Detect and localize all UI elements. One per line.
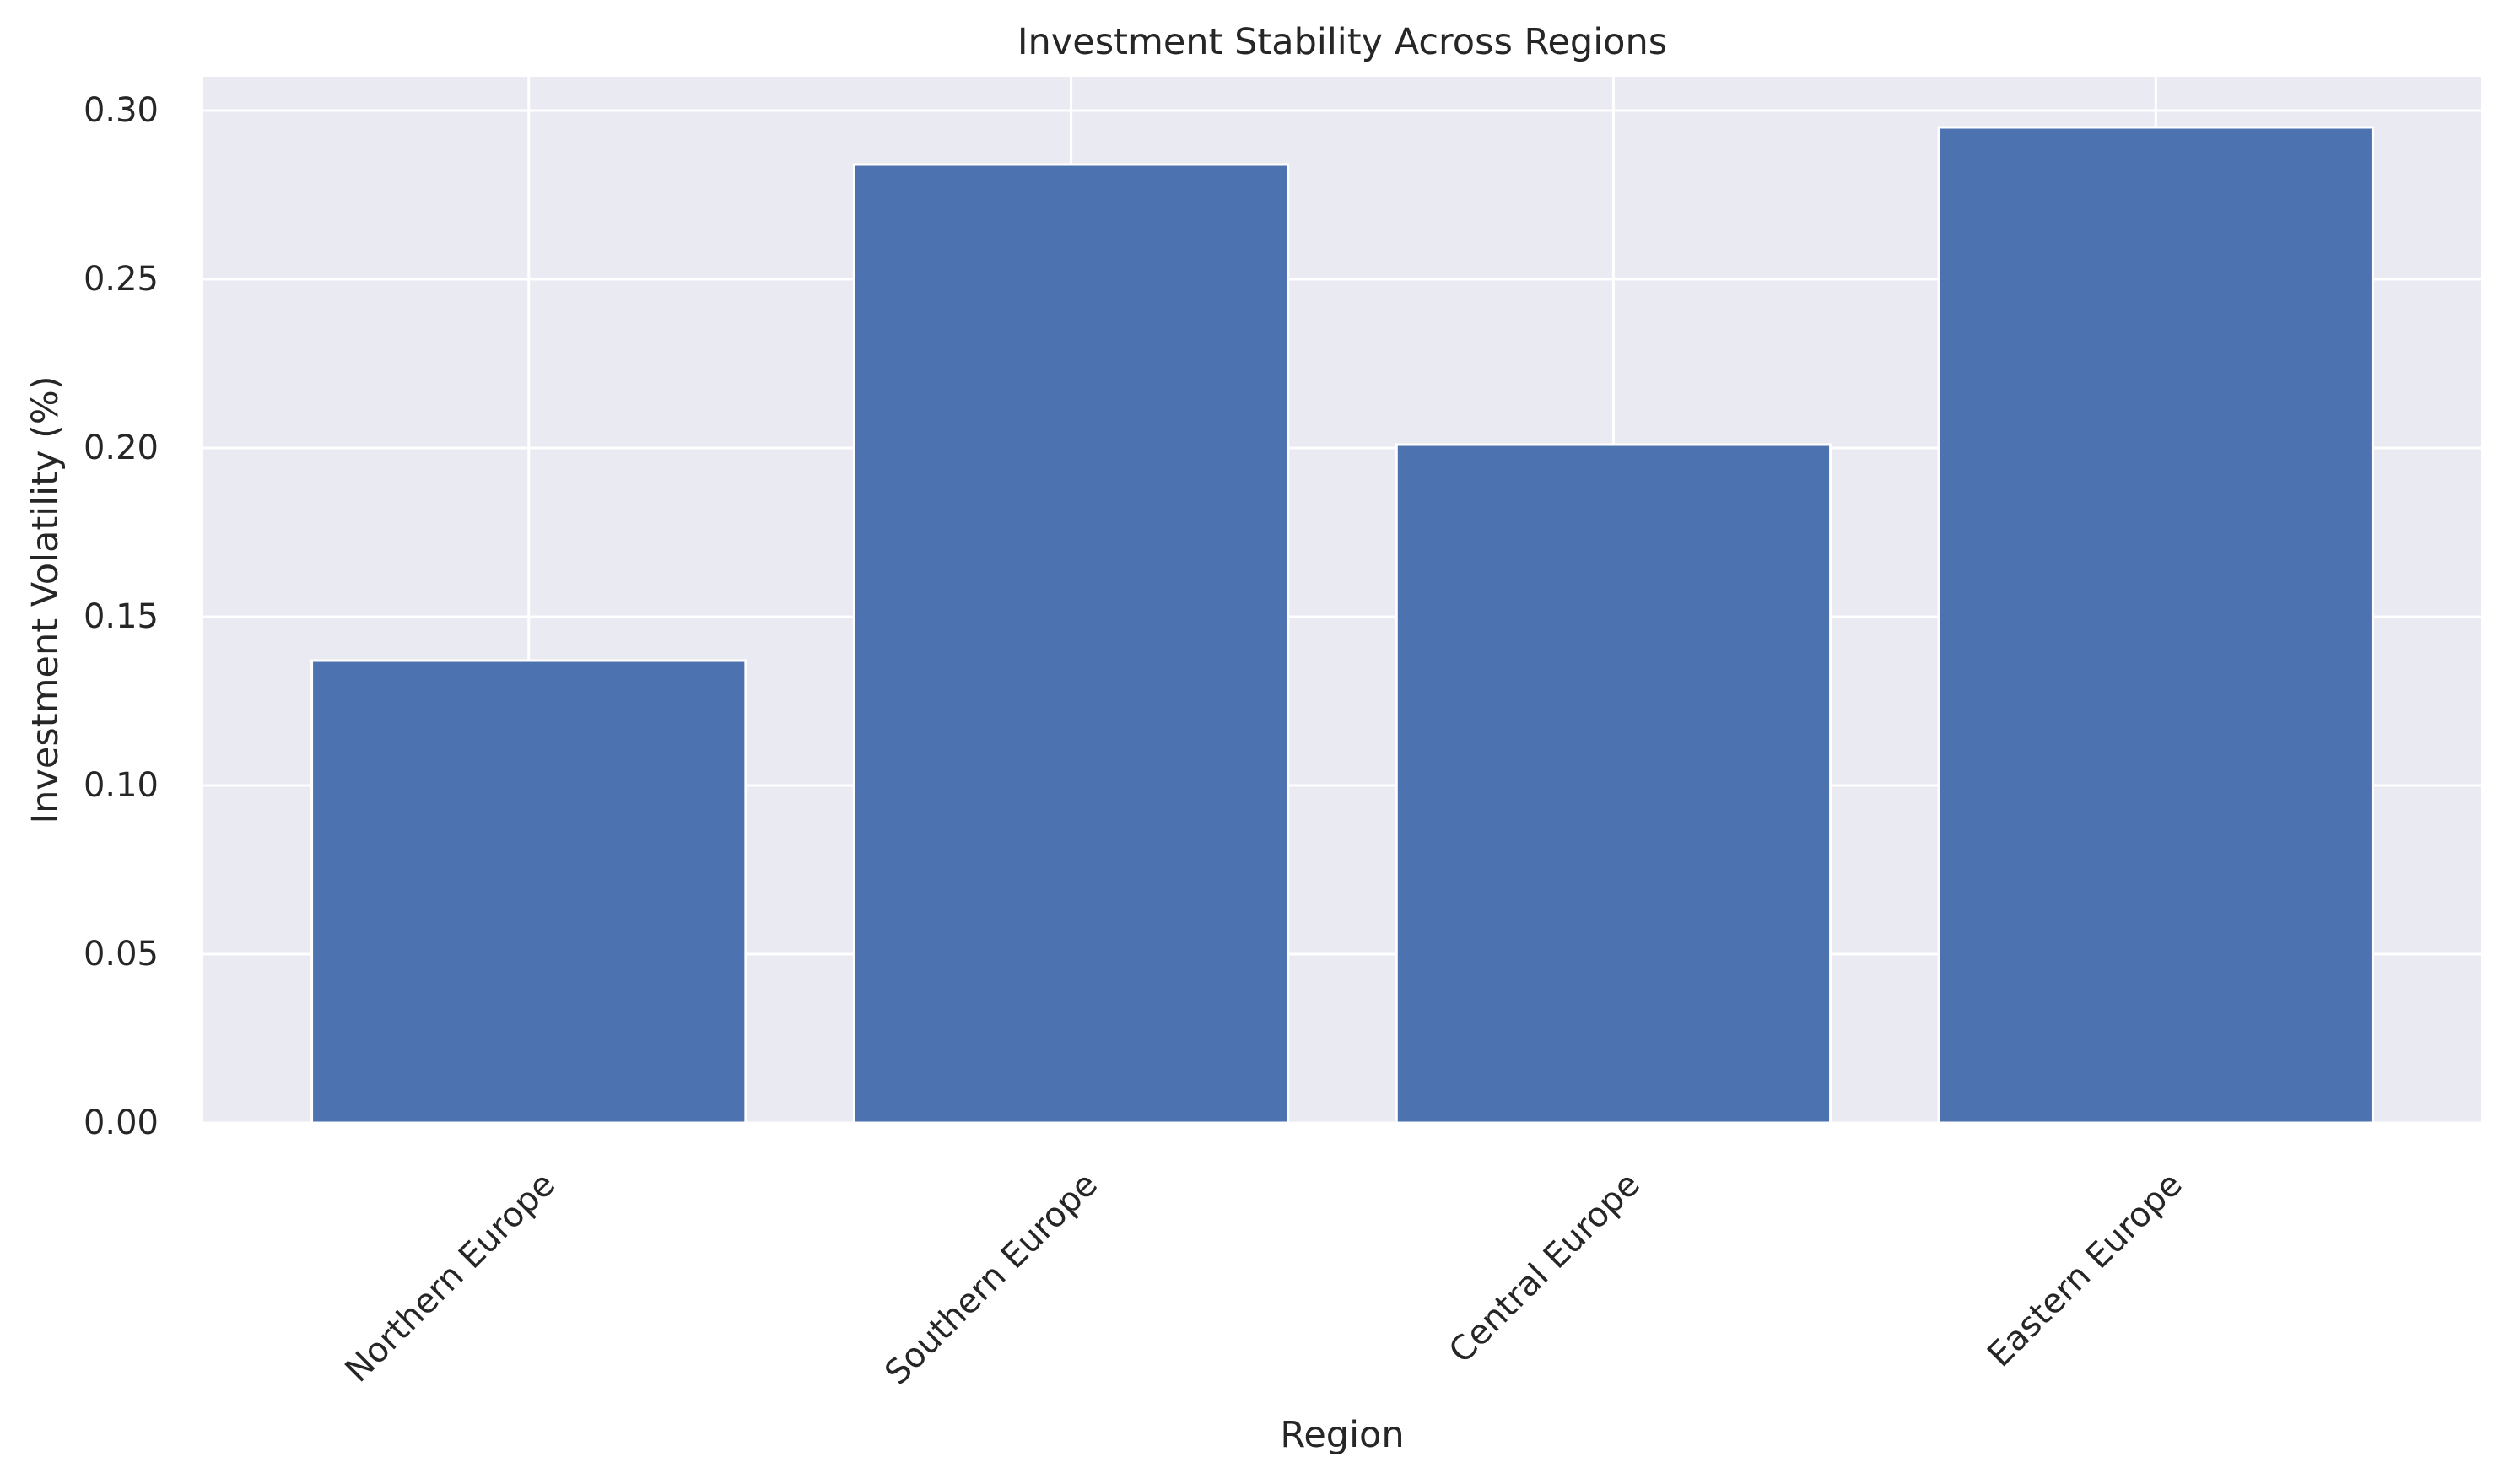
y-tick-label: 0.25 xyxy=(84,260,159,299)
x-tick-label: Central Europe xyxy=(1442,1165,1648,1371)
bars xyxy=(310,126,2374,1125)
x-tick-label: Eastern Europe xyxy=(1980,1165,2189,1374)
chart-title: Investment Stability Across Regions xyxy=(1017,21,1667,63)
y-axis-label: Investment Volatility (%) xyxy=(24,376,67,824)
y-tick-label: 0.10 xyxy=(84,766,159,805)
x-axis-tick-labels: Northern Europe Southern Europe Central Eu… xyxy=(338,1165,2190,1393)
y-tick-label: 0.00 xyxy=(84,1104,159,1142)
y-tick-label: 0.30 xyxy=(84,91,159,130)
y-tick-label: 0.15 xyxy=(84,597,159,636)
bar xyxy=(1395,443,1832,1125)
bar xyxy=(852,163,1290,1125)
x-tick-label: Southern Europe xyxy=(877,1165,1105,1393)
y-tick-label: 0.05 xyxy=(84,935,159,974)
y-tick-label: 0.20 xyxy=(84,429,159,467)
bar xyxy=(310,659,747,1125)
bar xyxy=(1937,126,2374,1125)
y-axis-tick-labels: 0.00 0.05 0.10 0.15 0.20 0.25 0.30 xyxy=(84,91,159,1142)
x-tick-label: Northern Europe xyxy=(338,1165,564,1390)
x-axis-label: Region xyxy=(1280,1414,1404,1456)
